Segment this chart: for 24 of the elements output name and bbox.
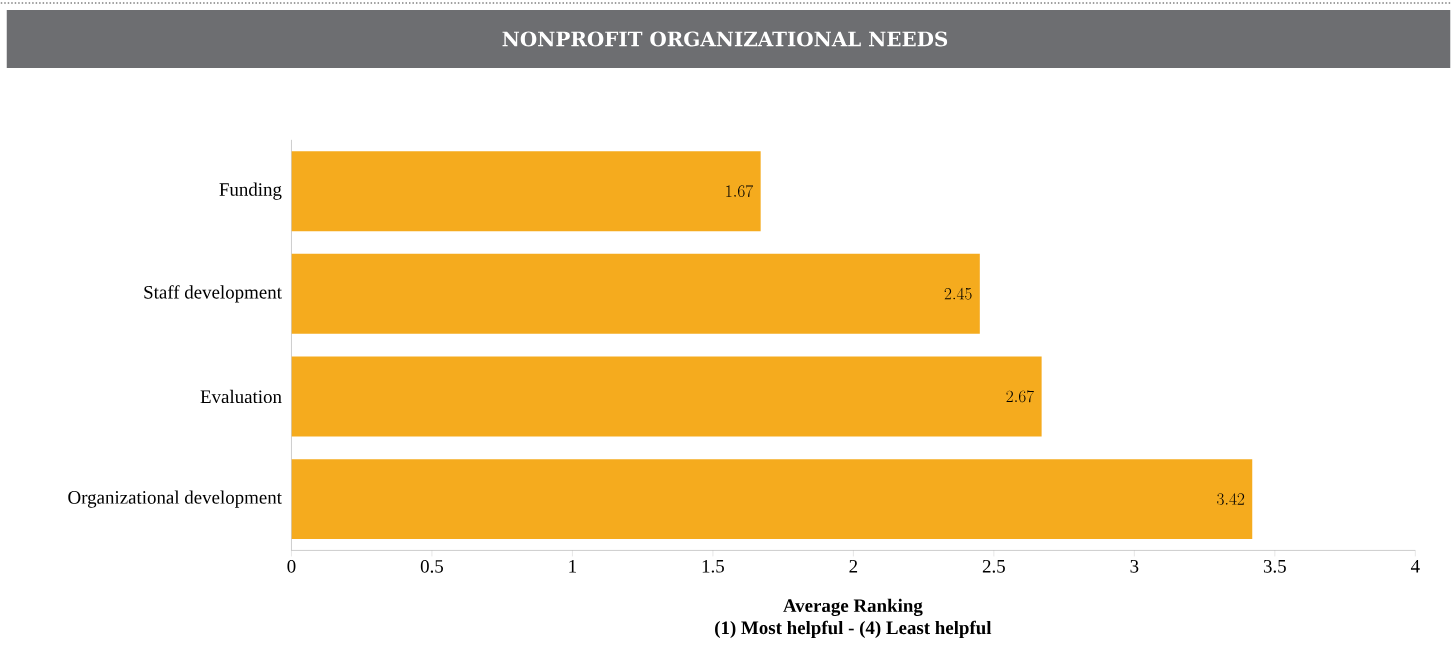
x-tick-label: 2.5	[982, 559, 1005, 573]
x-tick-label: 1.5	[702, 559, 724, 573]
data-label: 3.42	[1217, 492, 1245, 505]
data-label: 1 .67	[726, 184, 754, 197]
chart-title: NONPROFIT ORGANIZATIONAL NEEDS	[502, 31, 948, 47]
bar	[291, 356, 1042, 437]
data-label: 2.45	[944, 287, 972, 300]
bar	[291, 151, 761, 231]
y-tick-label: Staff development	[144, 284, 282, 303]
bar	[291, 253, 980, 334]
y-tick-label: Organizational development	[68, 490, 282, 508]
x-axis-title: Average Ranking	[783, 598, 923, 616]
y-tick-label: Evaluation	[200, 389, 282, 403]
x-tick-label: 3	[1130, 559, 1139, 573]
x-tick-label: 3.5	[1263, 559, 1286, 573]
x-tick-label: 2	[849, 559, 858, 573]
data-label: 2.67	[1006, 390, 1034, 403]
bar	[291, 458, 1253, 539]
x-tick-label: 4	[1410, 559, 1420, 573]
text: (1) Most helpful - (4) Least helpful	[715, 620, 992, 638]
x-tick-label: 0.5	[420, 559, 444, 573]
x-tick-label: 1	[569, 559, 577, 573]
y-tick-label: Funding	[219, 182, 282, 200]
x-tick-label: 0	[287, 559, 296, 573]
